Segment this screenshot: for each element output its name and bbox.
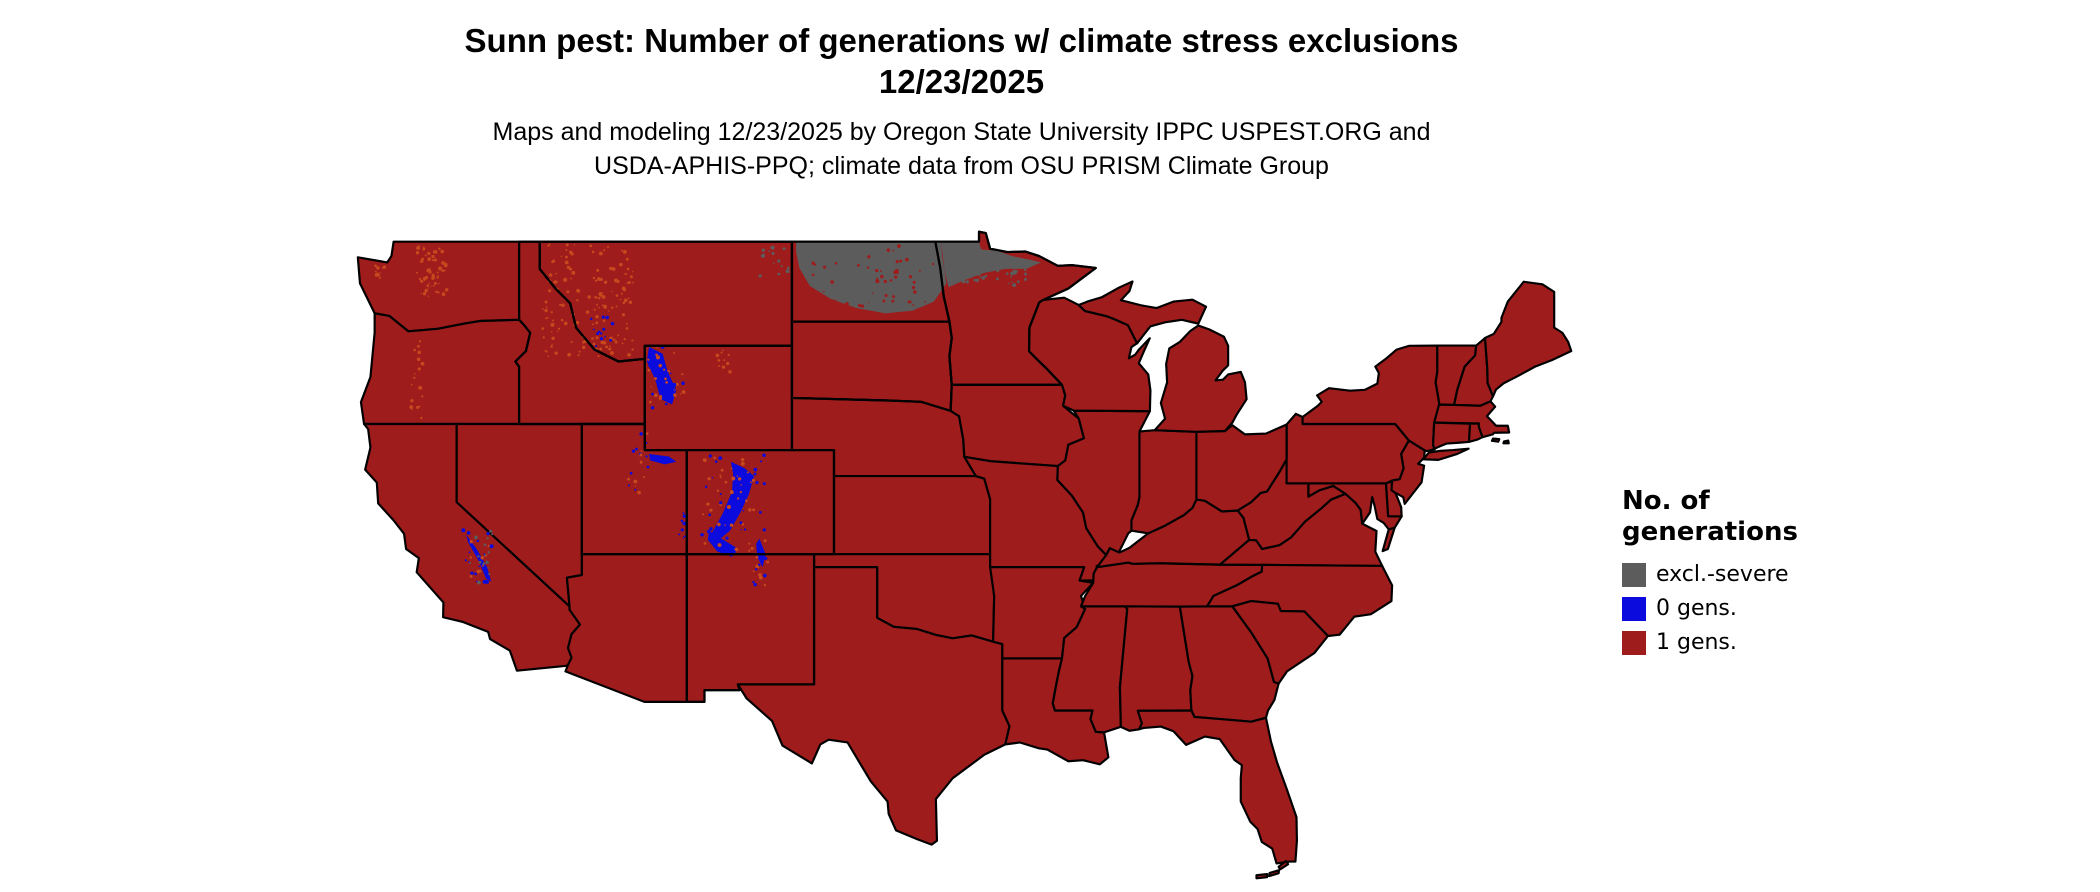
legend-row-excl-severe: excl.-severe (1622, 562, 1798, 587)
state-texas (736, 566, 1011, 846)
state-oregon (359, 312, 532, 426)
state-new-jersey (1390, 439, 1426, 505)
michigan-upper-peninsula (1077, 280, 1208, 345)
florida-keys-segment (1255, 872, 1269, 880)
zero-gens-uinta-mountains (649, 453, 677, 465)
legend-swatch-one-gen (1622, 630, 1646, 655)
map-subtitle-line2: USDA-APHIS-PPQ; climate data from OSU PR… (594, 152, 1329, 180)
state-maine (1483, 280, 1573, 398)
state-connecticut (1429, 421, 1472, 452)
michigan-lower-peninsula (1153, 324, 1248, 433)
states-layer (356, 230, 1573, 880)
state-south-carolina (1231, 599, 1330, 685)
state-new-mexico (685, 553, 816, 703)
legend-row-one-gen: 1 gens. (1622, 630, 1798, 655)
zero-gens-layer (466, 347, 766, 582)
zero-gens-wyoming-rockies (646, 347, 677, 405)
map-subtitle-line1: Maps and modeling 12/23/2025 by Oregon S… (492, 118, 1431, 146)
legend-row-zero-gens: 0 gens. (1622, 596, 1798, 621)
state-florida (1136, 709, 1298, 865)
legend-title-line2: generations (1622, 517, 1798, 547)
subtitle-block: Maps and modeling 12/23/2025 by Oregon S… (341, 115, 1582, 183)
state-kansas (832, 475, 992, 556)
map-title-line1: Sunn pest: Number of generations w/ clim… (464, 22, 1459, 59)
legend-title-line1: No. of (1622, 486, 1710, 516)
florida-keys-segment (1277, 859, 1290, 871)
zero-gens-sierra-nevada (466, 534, 492, 582)
legend-label-zero-gens: 0 gens. (1656, 596, 1737, 621)
title-block: Sunn pest: Number of generations w/ clim… (341, 20, 1582, 183)
long-island (1422, 447, 1470, 461)
legend-label-excl-severe: excl.-severe (1656, 562, 1789, 587)
legend-swatch-excl-severe (1622, 562, 1646, 587)
florida-keys-segment (1268, 869, 1281, 878)
raster-speckle-layer (374, 243, 1028, 587)
state-arizona (564, 553, 688, 703)
us-map (356, 230, 1573, 880)
legend-label-one-gen: 1 gens. (1656, 630, 1737, 655)
zero-gens-colorado-rockies (710, 461, 755, 542)
legend-swatch-zero-gens (1622, 596, 1646, 621)
marthas-vineyard (1490, 437, 1501, 443)
state-ohio (1195, 423, 1288, 513)
map-title-date: 12/23/2025 (878, 63, 1045, 100)
legend-items: excl.-severe 0 gens. 1 gens. (1622, 562, 1798, 655)
zero-gens-san-juan-mountains (707, 530, 739, 557)
excl-severe-region-north-dakota (796, 241, 947, 314)
virginia-eastern-shore (1381, 526, 1396, 553)
legend: No. of generations excl.-severe 0 gens. … (1622, 486, 1798, 664)
nantucket (1502, 439, 1510, 445)
state-south-dakota (790, 320, 953, 412)
state-illinois (1056, 409, 1151, 557)
zero-gens-sangre-de-cristo (756, 538, 766, 568)
